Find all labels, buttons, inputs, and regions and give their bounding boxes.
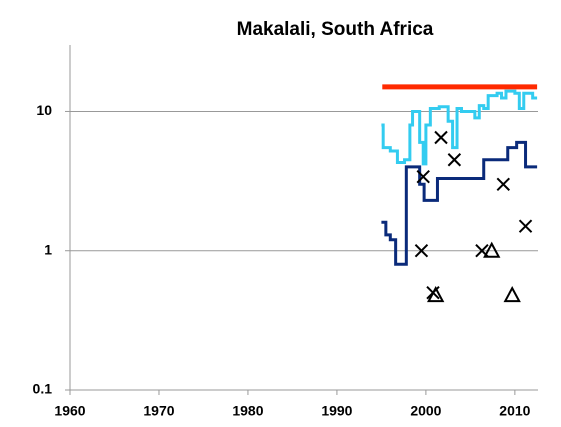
cross-marker — [496, 177, 511, 191]
y-tick-label: 10 — [36, 102, 52, 118]
cross-marker — [414, 244, 429, 258]
triangle-marker — [483, 241, 501, 258]
cross-marker — [434, 130, 448, 145]
x-tick-label: 1980 — [232, 403, 263, 419]
cross-marker — [416, 169, 430, 184]
y-tick-label: 1 — [44, 241, 52, 257]
y-tick-label: 0.1 — [33, 381, 53, 397]
chart-title: Makalali, South Africa — [237, 19, 434, 40]
x-tick-label: 1960 — [54, 403, 85, 419]
line-series — [381, 89, 538, 166]
triangle-marker — [503, 286, 521, 303]
x-tick-label: 1990 — [321, 403, 352, 419]
cross-marker — [447, 153, 462, 167]
x-tick-label: 2000 — [410, 403, 441, 419]
cross-marker — [518, 219, 533, 233]
triangle-marker — [427, 286, 445, 303]
line-series — [381, 140, 538, 266]
x-tick-label: 2010 — [499, 403, 530, 419]
x-tick-label: 1970 — [143, 403, 174, 419]
